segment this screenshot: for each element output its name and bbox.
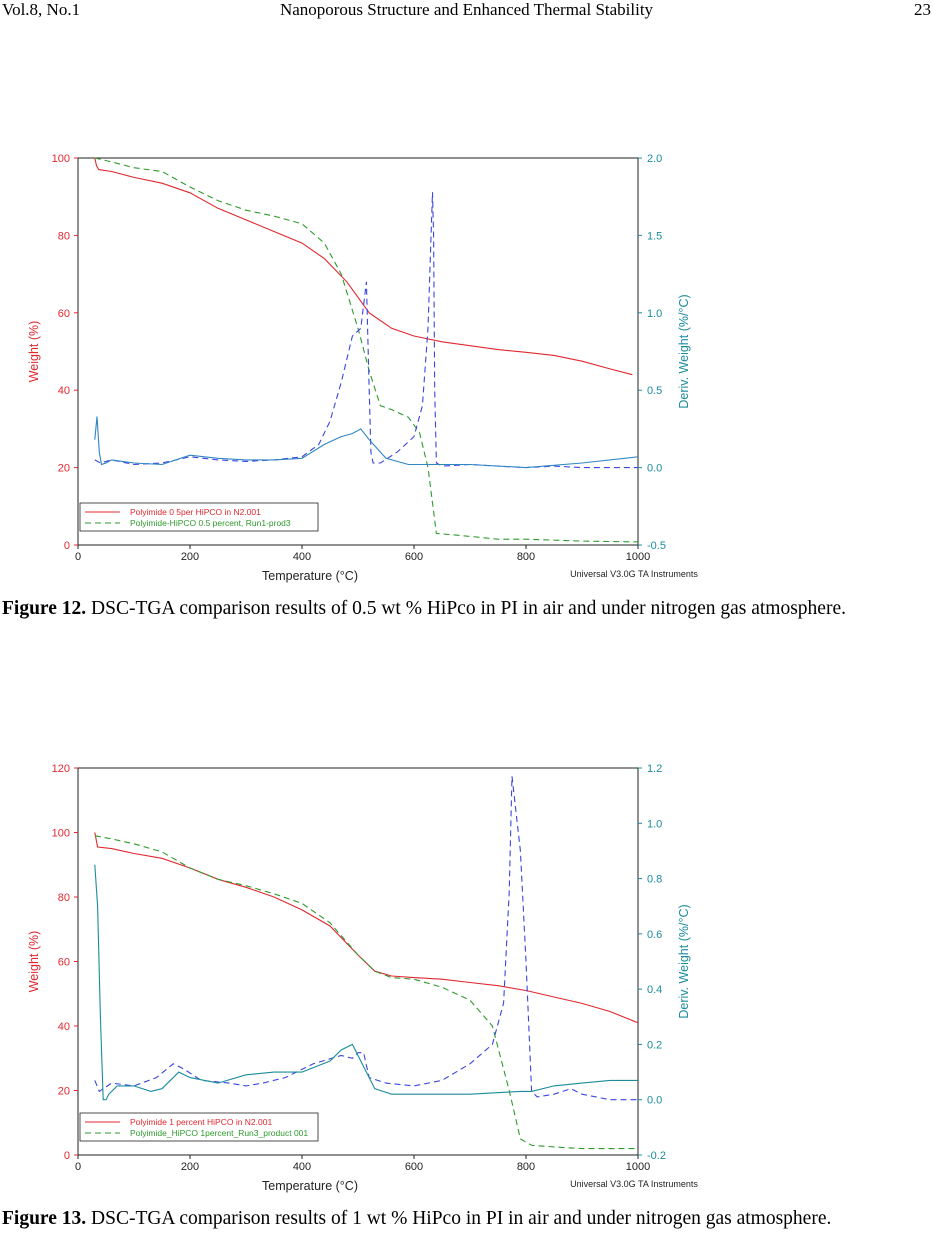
x-axis-label: Temperature (°C) [262, 569, 358, 583]
legend-label: Polyimide_HiPCO 1percent_Run3_product 00… [130, 1128, 308, 1138]
y2-tick-label: 2.0 [647, 153, 662, 165]
x-tick-label: 0 [75, 1161, 81, 1173]
y-tick-label: 80 [58, 892, 70, 904]
y2-tick-label: -0.5 [647, 540, 666, 552]
plot-frame [77, 767, 639, 1156]
x-tick-label: 600 [405, 551, 423, 563]
y2-tick-label: 0.2 [647, 1039, 662, 1051]
figure-13-caption-text: DSC-TGA comparison results of 1 wt % HiP… [86, 1208, 832, 1229]
y2-axis-label: Deriv. Weight (%/°C) [677, 294, 691, 408]
y-tick-label: 0 [64, 1150, 70, 1162]
y2-tick-label: 0.4 [647, 984, 662, 996]
x-tick-label: 200 [181, 1161, 199, 1173]
x-tick-label: 600 [405, 1161, 423, 1173]
y2-tick-label: 1.0 [647, 308, 662, 320]
legend-label: Polyimide 1 percent HiPCO in N2.001 [130, 1117, 272, 1127]
y2-tick-label: -0.2 [647, 1150, 666, 1162]
y-tick-label: 0 [64, 540, 70, 552]
legend-label: Polyimide-HiPCO 0.5 percent, Run1-prod3 [130, 518, 291, 528]
figure-12-caption-text: DSC-TGA comparison results of 0.5 wt % H… [86, 598, 846, 619]
y-tick-label: 60 [58, 957, 70, 969]
x-tick-label: 200 [181, 551, 199, 563]
y2-tick-label: 0.5 [647, 385, 662, 397]
legend-label: Polyimide 0 5per HiPCO in N2.001 [130, 507, 261, 517]
legend-box [79, 502, 319, 532]
y-tick-label: 40 [58, 1021, 70, 1033]
figure-12-label: Figure 12. [2, 598, 87, 619]
x-tick-label: 400 [293, 551, 311, 563]
y-tick-label: 20 [58, 463, 70, 475]
y-axis-label: Weight (%) [27, 321, 41, 383]
plot-frame [77, 157, 639, 546]
x-axis-label: Temperature (°C) [262, 1179, 358, 1193]
y-tick-label: 40 [58, 385, 70, 397]
software-footer: Universal V3.0G TA Instruments [570, 1179, 698, 1189]
x-tick-label: 400 [293, 1161, 311, 1173]
series-line-3 [94, 864, 638, 1101]
y2-tick-label: 1.5 [647, 230, 662, 242]
x-tick-label: 800 [517, 1161, 535, 1173]
series-line-0 [94, 832, 639, 1024]
header-volume: Vol.8, No.1 [2, 0, 81, 19]
y2-axis-label: Deriv. Weight (%/°C) [677, 904, 691, 1018]
x-tick-label: 1000 [626, 1161, 650, 1173]
y2-tick-label: 1.0 [647, 818, 662, 830]
x-tick-label: 800 [517, 551, 535, 563]
y2-tick-label: 0.8 [647, 874, 662, 886]
y2-tick-label: 0.0 [647, 463, 662, 475]
header-title: Nanoporous Structure and Enhanced Therma… [279, 0, 654, 19]
series-line-0 [94, 157, 633, 376]
y-tick-label: 100 [52, 828, 70, 840]
figure-13-chart: 0 200 400 600 800 1000 0 20 40 60 80 100 120 -0.2 0.0 0… [27, 763, 698, 1193]
y2-tick-label: 0.0 [647, 1095, 662, 1107]
series-line-2 [94, 192, 638, 469]
legend-box [79, 1112, 319, 1142]
figure-13-caption: Figure 13. DSC-TGA comparison results of… [2, 1207, 927, 1231]
series-line-1 [94, 835, 638, 1150]
series-line-3 [94, 416, 639, 469]
series-line-2 [94, 776, 638, 1101]
y-tick-label: 20 [58, 1086, 70, 1098]
y-tick-label: 60 [58, 308, 70, 320]
figure-12-chart: 0 200 400 600 800 1000 0 20 40 60 80 100 -0.5 0.0 0.5 1… [27, 153, 698, 583]
series-line-1 [94, 157, 639, 543]
x-tick-label: 1000 [626, 551, 650, 563]
software-footer: Universal V3.0G TA Instruments [570, 569, 698, 579]
y-tick-label: 120 [52, 763, 70, 775]
y-tick-label: 80 [58, 230, 70, 242]
y-axis-label: Weight (%) [27, 931, 41, 993]
header-page-number: 23 [914, 0, 931, 19]
x-tick-label: 0 [75, 551, 81, 563]
y2-tick-label: 0.6 [647, 929, 662, 941]
y-tick-label: 100 [52, 153, 70, 165]
y2-tick-label: 1.2 [647, 763, 662, 775]
figure-13-label: Figure 13. [2, 1208, 87, 1229]
figure-12-caption: Figure 12. DSC-TGA comparison results of… [2, 597, 927, 621]
